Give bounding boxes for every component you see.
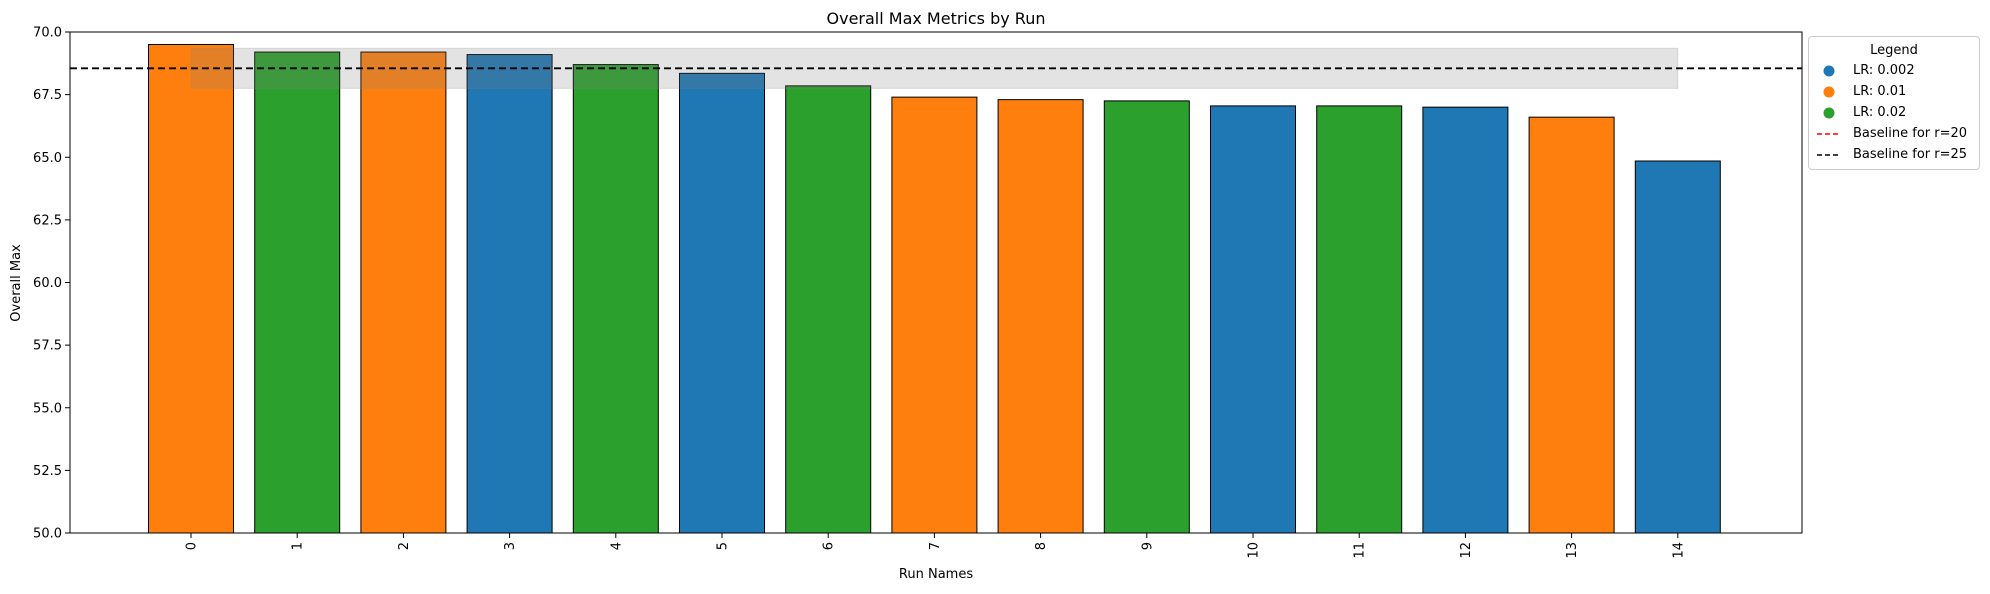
bar-6 (785, 85, 872, 534)
chart-title: Overall Max Metrics by Run (827, 9, 1046, 28)
bar-13 (1528, 116, 1615, 534)
legend-dot-icon (1823, 86, 1835, 98)
bar-5 (679, 72, 765, 534)
legend-label: LR: 0.002 (1853, 63, 1915, 78)
x-tick-label: 7 (928, 542, 943, 550)
bar-4 (572, 64, 659, 534)
x-tick-label: 1 (291, 542, 306, 550)
x-tick-label: 13 (1565, 542, 1580, 559)
plot-area: 50.052.555.057.560.062.565.067.570.00 1 2 3… (33, 26, 1803, 559)
legend-label: Baseline for r=20 (1853, 126, 1968, 141)
x-tick-label: 2 (397, 542, 412, 550)
legend-entry: Baseline for r=25 (1809, 145, 1979, 166)
y-tick-label: 65.0 (33, 151, 62, 166)
x-tick-label: 5 (716, 542, 731, 550)
legend-dashed-line-icon (1817, 133, 1841, 135)
y-tick-label: 60.0 (33, 276, 62, 291)
y-tick-label: 52.5 (33, 464, 62, 479)
x-tick-label: 6 (822, 542, 837, 550)
x-axis-label: Run Names (899, 567, 973, 582)
bar-14 (1634, 160, 1721, 534)
y-tick-label: 62.5 (33, 213, 62, 228)
bar-1 (254, 51, 341, 534)
legend-label: Baseline for r=25 (1853, 147, 1968, 162)
x-tick-label: 9 (1140, 542, 1155, 550)
bar-12 (1422, 106, 1509, 534)
legend: Legend LR: 0.002 LR: 0.01 LR: 0.02 Baseline… (1808, 36, 1980, 170)
bar-2 (360, 51, 447, 534)
bar-0 (148, 44, 234, 534)
x-tick-label: 8 (1034, 542, 1049, 550)
x-tick-label: 11 (1353, 542, 1368, 559)
x-tick-label: 14 (1671, 542, 1686, 559)
y-tick-label: 57.5 (33, 339, 62, 354)
bar-9 (1103, 100, 1190, 534)
x-tick-label: 0 (185, 542, 200, 550)
y-tick-label: 50.0 (33, 527, 62, 542)
legend-title: Legend (1870, 43, 1918, 58)
x-tick-label: 10 (1247, 542, 1262, 559)
bar-3 (466, 54, 553, 534)
bar-10 (1210, 105, 1296, 534)
x-tick-label: 12 (1459, 542, 1474, 559)
bar-7 (891, 96, 978, 534)
legend-label: LR: 0.02 (1853, 105, 1907, 120)
y-tick-label: 55.0 (33, 401, 62, 416)
legend-entry: Baseline for r=20 (1809, 124, 1979, 145)
bar-11 (1316, 105, 1403, 534)
legend-entry: LR: 0.002 (1809, 61, 1979, 82)
y-tick-label: 70.0 (33, 26, 62, 41)
y-axis-label: Overall Max (9, 244, 24, 322)
legend-entry: LR: 0.01 (1809, 82, 1979, 103)
legend-entry: LR: 0.02 (1809, 103, 1979, 124)
bar-8 (997, 99, 1084, 534)
legend-dot-icon (1823, 65, 1835, 77)
x-tick-label: 3 (503, 542, 518, 550)
legend-dot-icon (1823, 107, 1835, 119)
y-tick-label: 67.5 (33, 88, 62, 103)
legend-label: LR: 0.01 (1853, 84, 1907, 99)
legend-dashed-line-icon (1817, 154, 1841, 156)
x-tick-label: 4 (609, 542, 624, 550)
legend-entries: LR: 0.002 LR: 0.01 LR: 0.02 Baseline for r=… (1809, 61, 1979, 166)
